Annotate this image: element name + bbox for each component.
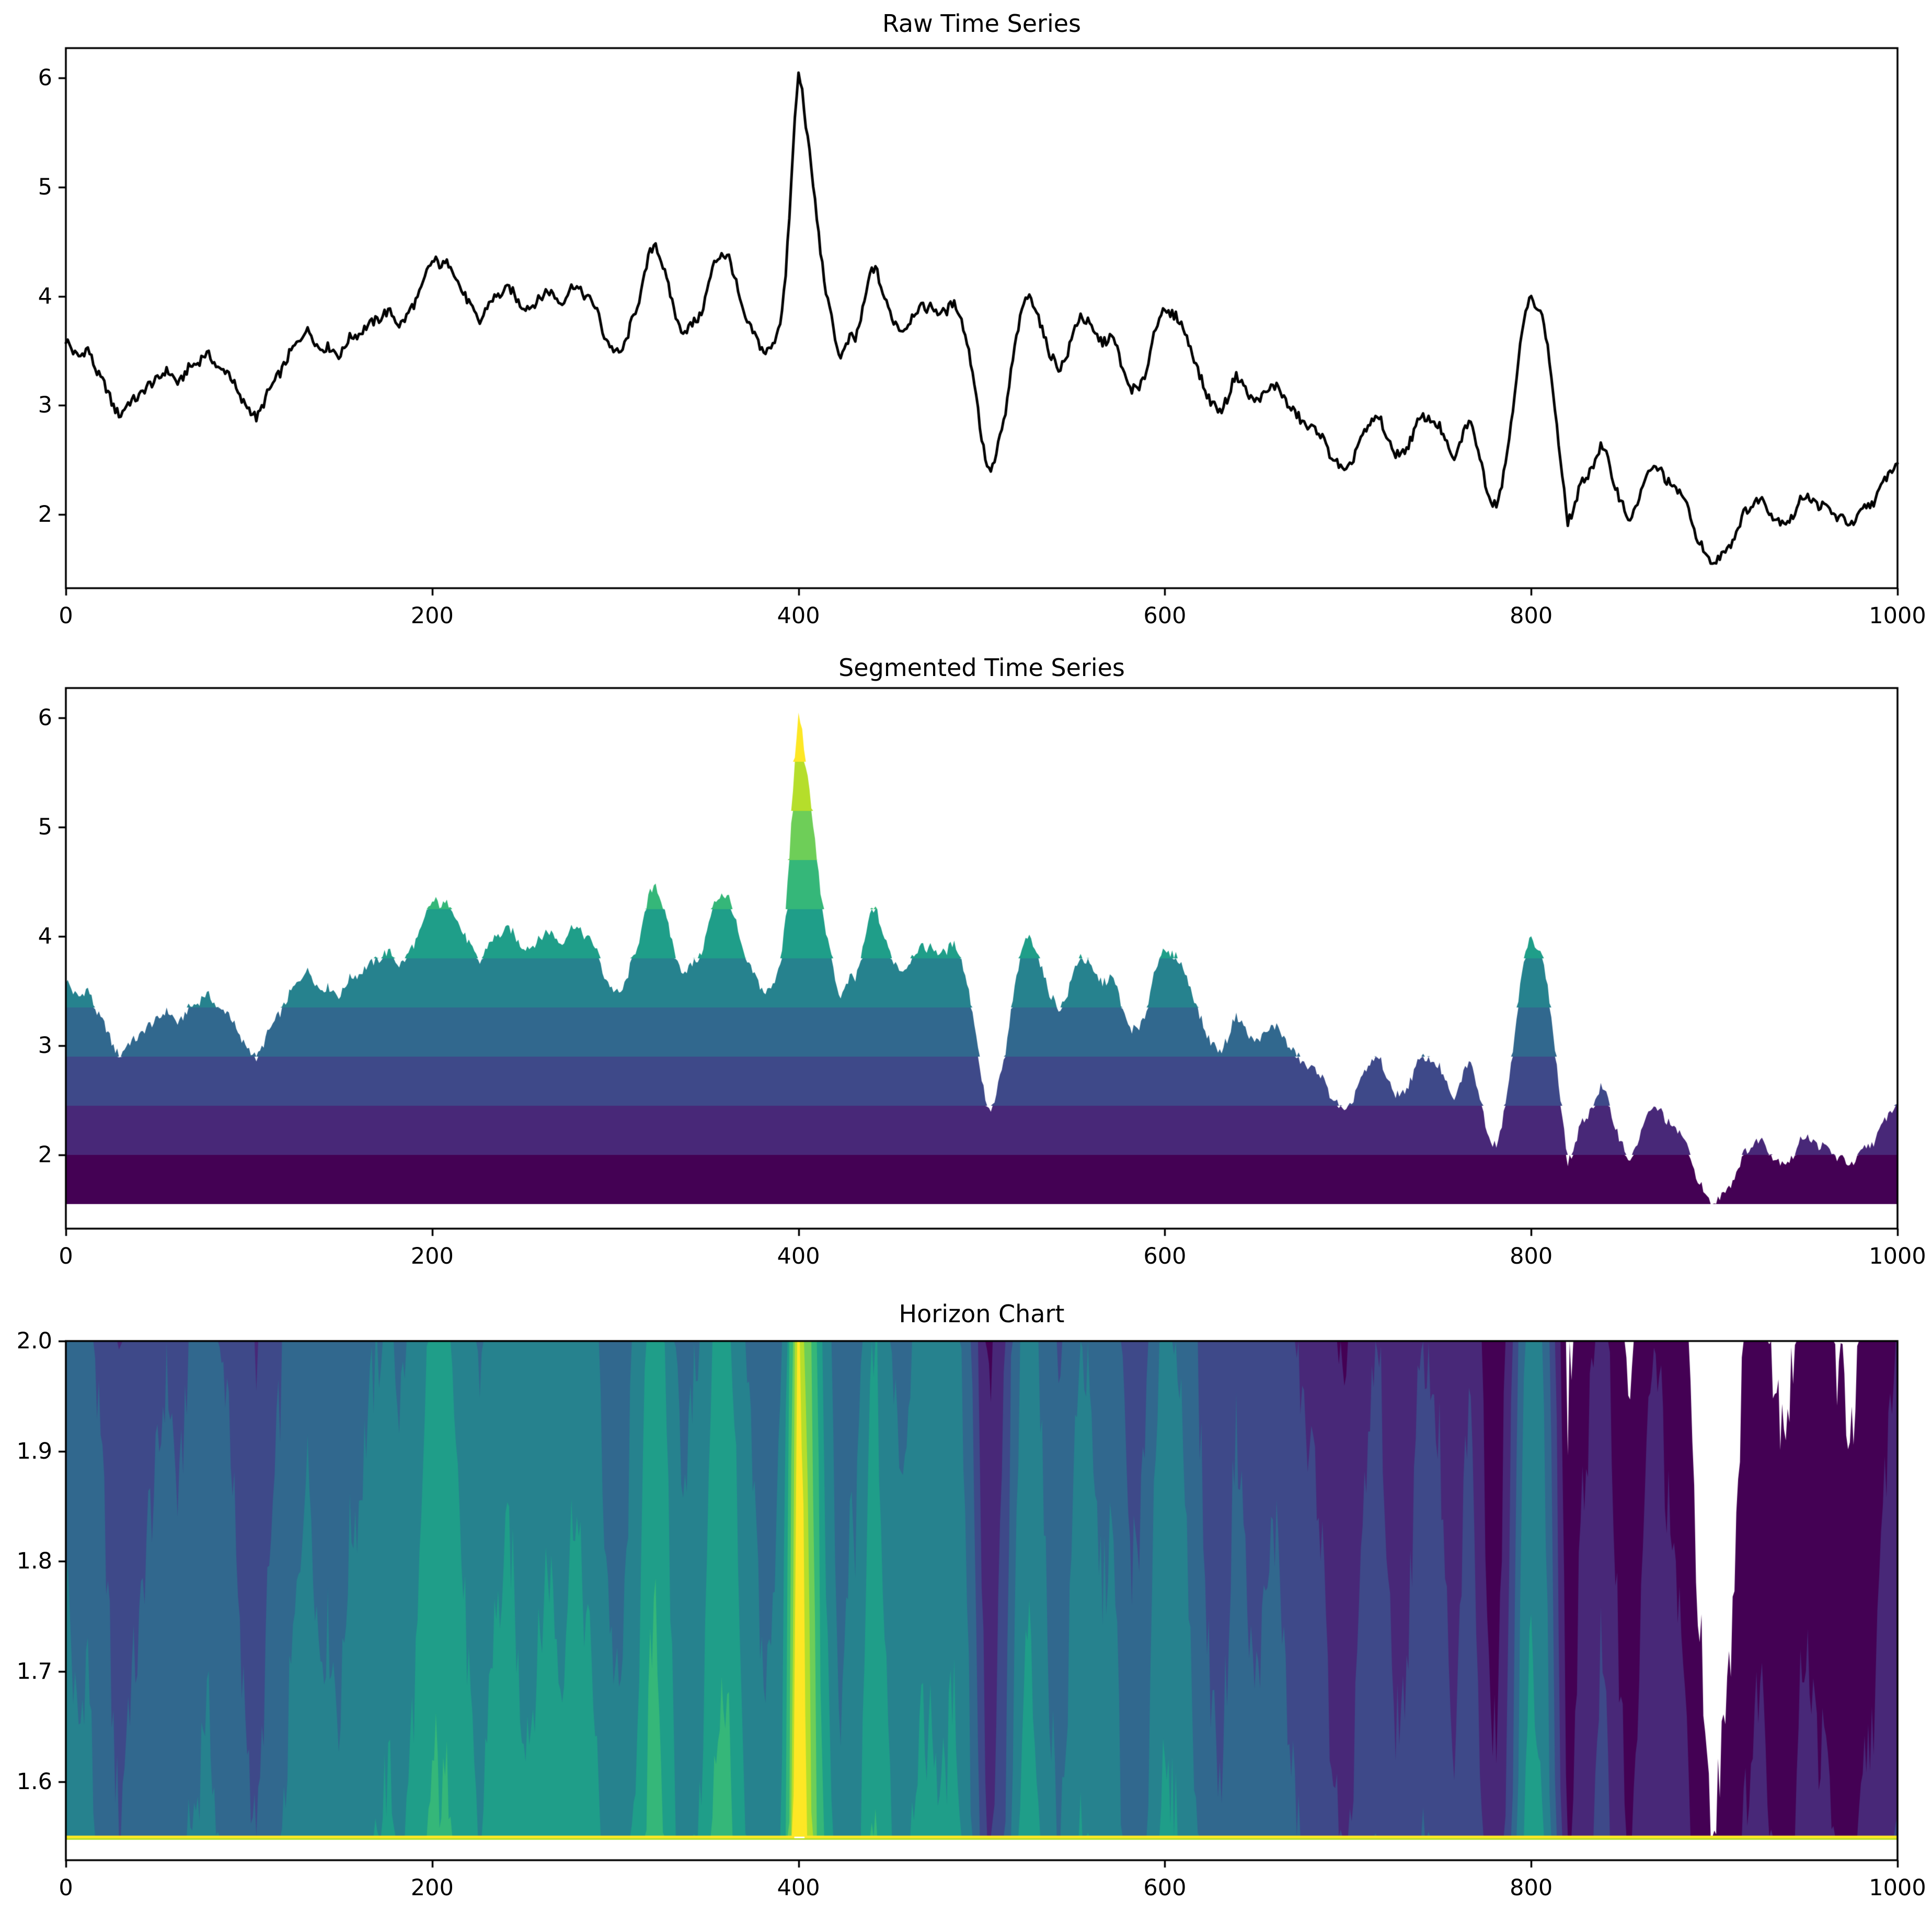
x-tick-label: 1000	[1869, 1243, 1926, 1269]
y-tick-label: 1.9	[16, 1438, 52, 1464]
y-tick-label: 6	[38, 65, 52, 91]
y-tick-label: 5	[38, 174, 52, 201]
x-tick-label: 0	[59, 1243, 73, 1269]
x-tick-label: 800	[1510, 603, 1553, 629]
y-tick-label: 2	[38, 501, 52, 528]
y-tick-label: 1.7	[16, 1658, 52, 1685]
x-tick-label: 0	[59, 1875, 73, 1901]
y-tick-label: 4	[38, 923, 52, 950]
segmented-time-series-plot	[0, 643, 1932, 1286]
x-tick-label: 200	[410, 1875, 454, 1901]
horizon-chart-plot	[0, 1286, 1932, 1913]
x-tick-label: 800	[1510, 1875, 1553, 1901]
x-tick-label: 1000	[1869, 1875, 1926, 1901]
x-tick-label: 400	[777, 1875, 820, 1901]
y-tick-label: 6	[38, 705, 52, 731]
y-tick-label: 3	[38, 392, 52, 419]
y-tick-label: 1.6	[16, 1768, 52, 1795]
x-tick-label: 600	[1143, 1243, 1187, 1269]
x-tick-label: 400	[777, 603, 820, 629]
x-tick-label: 1000	[1869, 603, 1926, 629]
x-tick-label: 0	[59, 603, 73, 629]
x-tick-label: 600	[1143, 603, 1187, 629]
x-tick-label: 200	[410, 1243, 454, 1269]
y-tick-label: 3	[38, 1033, 52, 1059]
x-tick-label: 200	[410, 603, 454, 629]
raw-time-series-plot	[0, 0, 1932, 643]
y-tick-label: 4	[38, 283, 52, 310]
y-tick-label: 1.8	[16, 1548, 52, 1575]
x-tick-label: 400	[777, 1243, 820, 1269]
x-tick-label: 800	[1510, 1243, 1553, 1269]
y-tick-label: 2.0	[16, 1328, 52, 1354]
y-tick-label: 5	[38, 814, 52, 841]
y-tick-label: 2	[38, 1142, 52, 1168]
x-tick-label: 600	[1143, 1875, 1187, 1901]
